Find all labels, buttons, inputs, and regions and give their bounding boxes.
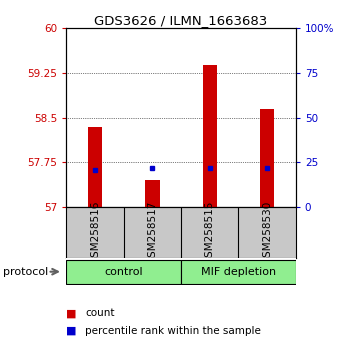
Bar	[203, 65, 217, 207]
Text: control: control	[104, 267, 143, 277]
Bar	[66, 260, 181, 284]
Text: protocol: protocol	[3, 267, 49, 277]
Text: ■: ■	[66, 308, 77, 318]
Bar	[88, 127, 102, 207]
Bar	[181, 260, 296, 284]
Bar	[260, 109, 274, 207]
Bar	[145, 180, 159, 207]
Text: GSM258517: GSM258517	[147, 201, 157, 264]
Text: GSM258530: GSM258530	[262, 201, 272, 264]
Text: GSM258516: GSM258516	[90, 201, 100, 264]
Text: count: count	[85, 308, 115, 318]
Title: GDS3626 / ILMN_1663683: GDS3626 / ILMN_1663683	[95, 14, 268, 27]
Text: percentile rank within the sample: percentile rank within the sample	[85, 326, 261, 336]
Text: MIF depletion: MIF depletion	[201, 267, 276, 277]
Text: GSM258515: GSM258515	[205, 201, 215, 264]
Text: ■: ■	[66, 326, 77, 336]
